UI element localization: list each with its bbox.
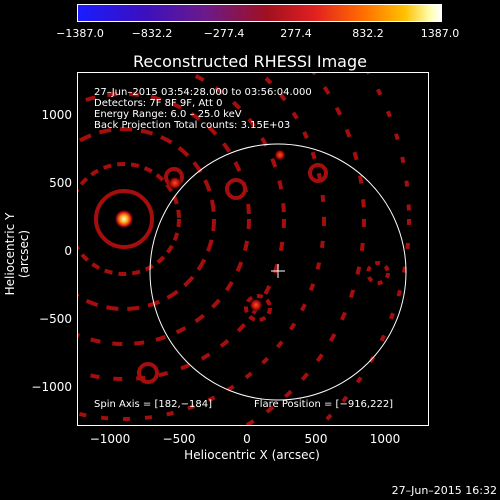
- colorbar-tick: −277.4: [203, 27, 245, 40]
- info-block: 27–Jun–2015 03:54:28.000 to 03:56:04.000…: [94, 87, 312, 131]
- x-tick: 0: [243, 432, 251, 446]
- y-tick: 1000: [41, 108, 72, 122]
- bright-spot: [168, 176, 182, 190]
- colorbar-tick: −832.2: [131, 27, 173, 40]
- info-line: Back Projection Total counts: 3.15E+03: [94, 120, 291, 131]
- solar-image-svg: [78, 73, 411, 425]
- colorbar-tick: 832.2: [352, 27, 384, 40]
- info-line: Detectors: 7F 8F 9F, Att 0: [94, 98, 223, 109]
- flare-position-label: Flare Position = [−916,222]: [254, 399, 394, 410]
- colorbar-tick: 1387.0: [420, 27, 460, 40]
- sun-center-marker: [271, 264, 285, 278]
- info-line: 27–Jun–2015 03:54:28.000 to 03:56:04.000: [94, 87, 312, 98]
- bright-spot: [274, 149, 286, 161]
- bright-spot: [249, 298, 263, 312]
- flare-source: [114, 209, 134, 229]
- x-axis-label: Heliocentric X (arcsec): [184, 448, 320, 462]
- colorbar: [77, 4, 442, 22]
- solar-limb: [149, 143, 407, 401]
- y-tick: 500: [49, 176, 72, 190]
- y-tick: −500: [39, 312, 72, 326]
- generation-timestamp: 27–Jun–2015 16:32: [391, 484, 497, 497]
- colorbar-tick: 277.4: [280, 27, 312, 40]
- emission-pattern: [78, 73, 411, 425]
- y-tick: −1000: [31, 380, 72, 394]
- x-tick: 500: [304, 432, 328, 446]
- rhessi-image: 27–Jun–2015 03:54:28.000 to 03:56:04.000…: [77, 72, 429, 426]
- y-axis-label: Heliocentric Y (arcsec): [3, 212, 31, 296]
- y-tick: 0: [64, 244, 72, 258]
- x-tick: −500: [162, 432, 196, 446]
- x-tick: −1000: [89, 432, 131, 446]
- plot-title: Reconstructed RHESSI Image: [133, 52, 367, 71]
- colorbar-tick: −1387.0: [56, 27, 104, 40]
- spin-axis-label: Spin Axis = [182,−184]: [94, 399, 213, 410]
- info-line: Energy Range: 6.0 – 25.0 keV: [94, 109, 242, 120]
- x-tick: 1000: [369, 432, 401, 446]
